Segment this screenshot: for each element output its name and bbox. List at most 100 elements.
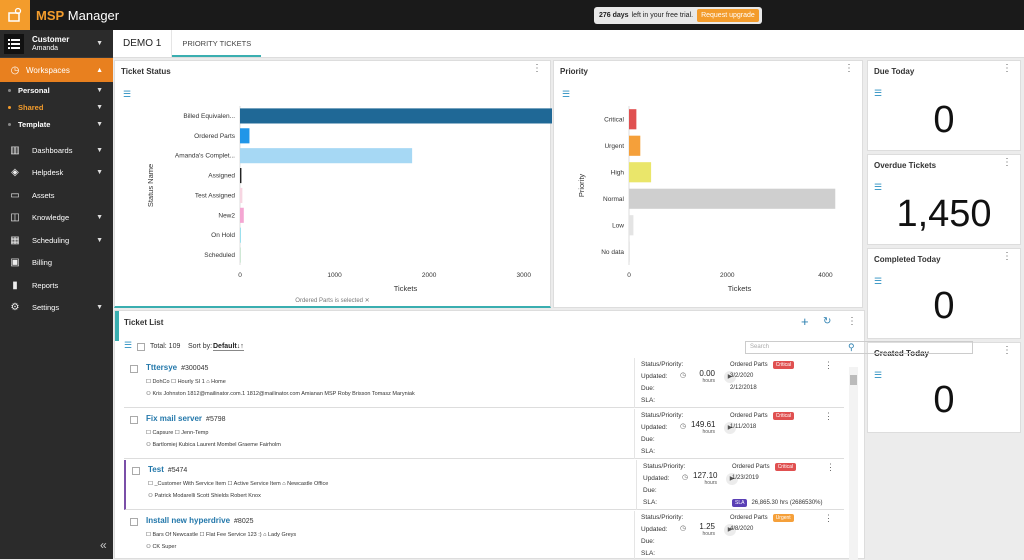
bar[interactable] <box>629 241 630 262</box>
table-row[interactable]: Fix mail server #5798 ☐ Capsure ☐ Jenn-Tem… <box>124 409 844 459</box>
sidebar-item-billing[interactable]: ▣ Billing <box>0 252 113 275</box>
bar[interactable] <box>240 247 241 263</box>
ticket-title[interactable]: Fix mail server #5798 <box>146 414 226 423</box>
play-timer-button[interactable]: ▶ <box>724 371 736 383</box>
search-icon[interactable]: ⚲ <box>848 342 855 352</box>
sidebar-sub-label: Template <box>18 120 51 129</box>
chevron-down-icon: ▼ <box>96 40 103 47</box>
bar[interactable] <box>629 135 641 156</box>
ticket-title-text[interactable]: Fix mail server <box>146 414 203 423</box>
filter-icon[interactable]: ☰ <box>874 370 883 380</box>
scrollbar-thumb[interactable] <box>850 375 857 385</box>
tab-priority-tickets[interactable]: PRIORITY TICKETS <box>171 30 262 57</box>
logo[interactable]: MSP Manager <box>0 0 119 30</box>
sort-dropdown[interactable]: Default↓↑ <box>213 343 244 351</box>
ticket-title[interactable]: Install new hyperdrive #8025 <box>146 516 254 525</box>
row-checkbox[interactable] <box>130 416 138 424</box>
tick-label: 2000 <box>422 272 437 279</box>
bar[interactable] <box>240 187 243 203</box>
table-row[interactable]: Tttersye #300045 ☐ DohCo ☐ Hourly SI 1 ⌂ H… <box>124 358 844 408</box>
filter-icon[interactable]: ☰ <box>562 89 571 99</box>
chevron-down-icon: ▼ <box>96 104 103 111</box>
clock-icon: ◷ <box>10 64 20 76</box>
sidebar-item-assets[interactable]: ▭ Assets <box>0 184 113 207</box>
refresh-icon[interactable]: ↻ <box>823 316 832 327</box>
x-axis-label: Tickets <box>394 284 418 293</box>
play-timer-button[interactable]: ▶ <box>726 473 738 485</box>
more-vertical-icon[interactable]: ⋮ <box>1002 345 1012 356</box>
row-checkbox[interactable] <box>130 365 138 373</box>
sidebar-item-scheduling[interactable]: ▦ Scheduling ▼ <box>0 229 113 252</box>
search-input[interactable]: Search <box>745 341 973 354</box>
filter-icon[interactable]: ☰ <box>874 276 883 286</box>
sidebar-item-knowledge[interactable]: ◫ Knowledge ▼ <box>0 207 113 230</box>
filter-icon[interactable]: ☰ <box>874 88 883 98</box>
ticket-title[interactable]: Tttersye #300045 <box>146 363 208 372</box>
play-timer-button[interactable]: ▶ <box>724 524 736 536</box>
add-icon[interactable]: + <box>801 314 809 329</box>
more-vertical-icon[interactable]: ⋮ <box>1002 157 1012 168</box>
filter-icon[interactable]: ☰ <box>874 182 883 192</box>
bar[interactable] <box>629 162 652 183</box>
select-all-checkbox[interactable] <box>137 343 145 351</box>
sidebar-item-helpdesk[interactable]: ◈ Helpdesk ▼ <box>0 162 113 185</box>
table-row[interactable]: Install new hyperdrive #8025 ☐ Bars Of New… <box>124 511 844 560</box>
collapse-sidebar-icon[interactable]: « <box>100 538 107 552</box>
bar[interactable] <box>240 168 242 184</box>
ticket-title-text[interactable]: Install new hyperdrive <box>146 516 231 525</box>
panel-title: Ticket Status <box>121 67 171 76</box>
ticket-people: ⚇ Bartlomiej Kubica Laurent Mombel Graem… <box>146 442 281 448</box>
sidebar-sub-personal[interactable]: Personal ▼ <box>0 82 113 99</box>
chevron-down-icon: ▼ <box>96 146 103 154</box>
customer-label: Customer <box>32 34 70 44</box>
y-axis-label: Status Name <box>146 164 155 207</box>
more-vertical-icon[interactable]: ⋮ <box>1002 251 1012 262</box>
play-timer-button[interactable]: ▶ <box>724 422 736 434</box>
more-vertical-icon[interactable]: ⋮ <box>824 411 833 421</box>
ticket-number: #8025 <box>234 518 254 525</box>
table-row[interactable]: Test #5474 ☐ _Customer With Service Item ☐… <box>124 460 844 510</box>
ticket-icon: ◈ <box>11 167 19 179</box>
more-vertical-icon[interactable]: ⋮ <box>844 63 854 74</box>
scrollbar[interactable] <box>849 367 858 560</box>
more-vertical-icon[interactable]: ⋮ <box>532 63 542 74</box>
more-vertical-icon[interactable]: ⋮ <box>1002 63 1012 74</box>
request-upgrade-button[interactable]: Request upgrade <box>697 9 759 22</box>
more-vertical-icon[interactable]: ⋮ <box>847 316 857 327</box>
ticket-title-text[interactable]: Tttersye <box>146 363 178 372</box>
bar[interactable] <box>240 207 244 223</box>
priority-chart: Critical Urgent High Normal Low No data 0 2000 4… <box>577 106 836 293</box>
bar[interactable] <box>629 188 836 209</box>
tick-label: 2000 <box>720 272 735 279</box>
bar[interactable] <box>240 227 241 243</box>
sidebar-sub-shared[interactable]: Shared ▼ <box>0 99 113 116</box>
sidebar-sub-template[interactable]: Template ▼ <box>0 116 113 133</box>
clear-selection-icon[interactable]: ✕ <box>364 298 370 304</box>
bar[interactable] <box>629 109 637 130</box>
filter-icon[interactable]: ☰ <box>123 89 132 99</box>
filter-icon[interactable]: ☰ <box>124 340 133 350</box>
row-checkbox[interactable] <box>130 518 138 526</box>
more-vertical-icon[interactable]: ⋮ <box>824 360 833 370</box>
category-label: Urgent <box>604 143 624 150</box>
chevron-down-icon: ▼ <box>96 214 103 222</box>
sidebar-item-dashboards[interactable]: ▥ Dashboards ▼ <box>0 139 113 162</box>
bar[interactable] <box>240 148 413 164</box>
ticket-status-chart: Billed Equivalen... Ordered Parts Amanda's… <box>146 106 552 293</box>
row-checkbox[interactable] <box>132 467 140 475</box>
ticket-title-text[interactable]: Test <box>148 465 164 474</box>
sidebar-item-settings[interactable]: ⚙ Settings ▼ <box>0 297 113 320</box>
hours-value: 127.10 <box>693 471 718 480</box>
sidebar-item-workspaces[interactable]: ◷ Workspaces ▲ <box>0 58 113 82</box>
money-icon: ▣ <box>10 257 20 269</box>
customer-selector[interactable]: Customer Amanda ▼ <box>0 30 113 58</box>
bar[interactable] <box>629 215 634 236</box>
bar[interactable] <box>240 128 250 144</box>
tab-demo-1[interactable]: DEMO 1 <box>123 38 162 49</box>
sidebar-item-reports[interactable]: ▮ Reports <box>0 274 113 297</box>
ticket-title[interactable]: Test #5474 <box>148 465 187 474</box>
kpi-value: 0 <box>933 379 955 421</box>
bar[interactable] <box>240 108 552 124</box>
more-vertical-icon[interactable]: ⋮ <box>826 462 835 472</box>
more-vertical-icon[interactable]: ⋮ <box>824 513 833 523</box>
